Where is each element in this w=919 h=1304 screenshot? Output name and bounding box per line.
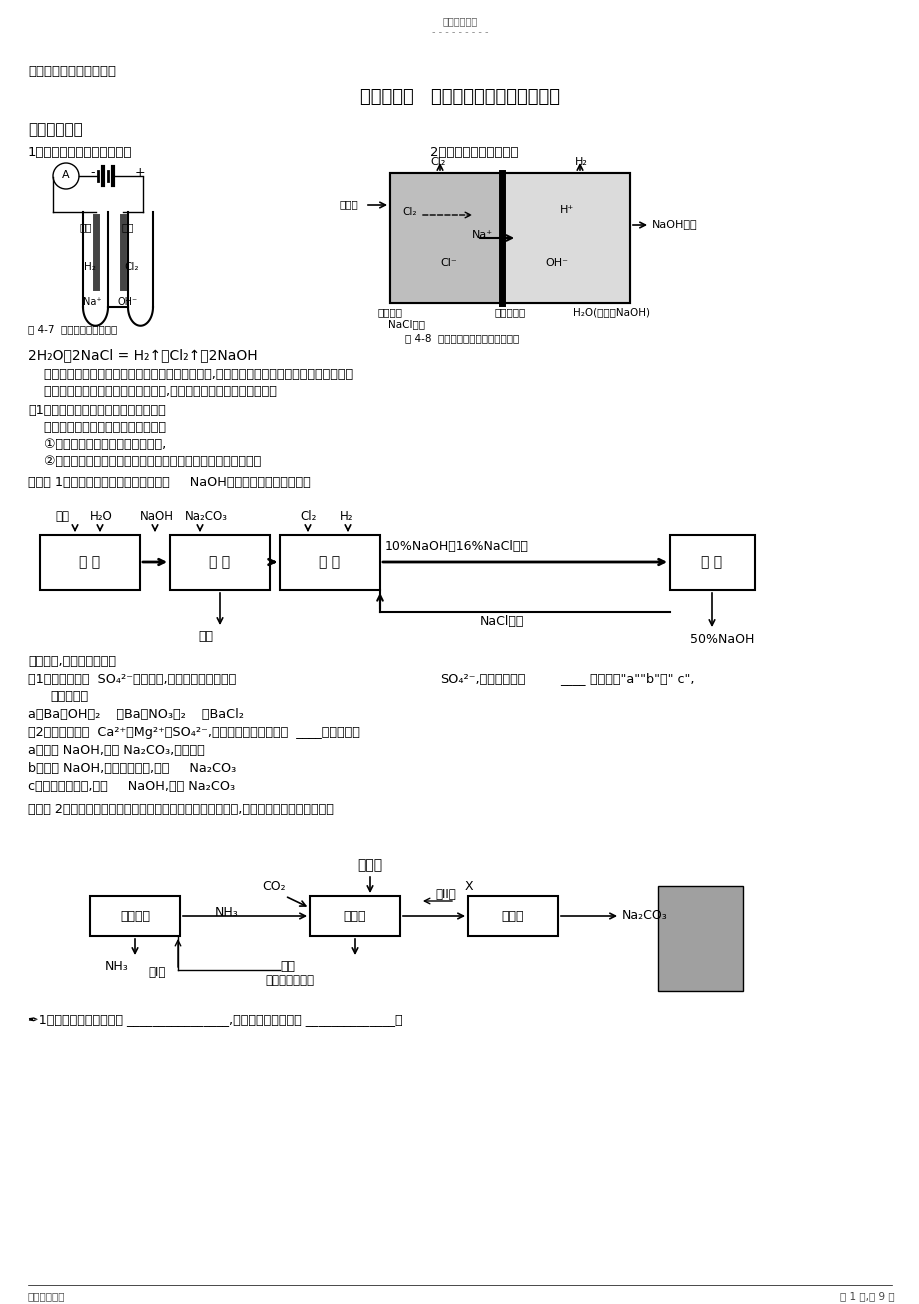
Text: 多项扣分〕: 多项扣分〕 bbox=[50, 690, 88, 703]
Text: H₂: H₂ bbox=[574, 156, 587, 167]
Text: ［例题 1］某氯碱厂电解饱和食盐水制取     NaOH的工艺流程示意图如下：: ［例题 1］某氯碱厂电解饱和食盐水制取 NaOH的工艺流程示意图如下： bbox=[28, 476, 311, 489]
Text: NH₃: NH₃ bbox=[105, 960, 129, 973]
Bar bbox=[502, 173, 630, 303]
Text: 离子交换膜: 离子交换膜 bbox=[494, 306, 526, 317]
Text: 一、氯碱工业: 一、氯碱工业 bbox=[28, 123, 83, 137]
Text: 沉渣: 沉渣 bbox=[198, 630, 213, 643]
Text: （提取副产品）: （提取副产品） bbox=[265, 974, 313, 987]
Text: H₂O: H₂O bbox=[90, 510, 113, 523]
Text: 2、离子交换膜法制烧碱: 2、离子交换膜法制烧碱 bbox=[429, 146, 518, 159]
Text: a．Ba〄OH々₂    ．Ba〄NO₃々₂    ．BaCl₂: a．Ba〄OH々₂ ．Ba〄NO₃々₂ ．BaCl₂ bbox=[28, 708, 244, 721]
Text: a．先加 NaOH,后加 Na₂CO₃,再加钒剂: a．先加 NaOH,后加 Na₂CO₃,再加钒剂 bbox=[28, 745, 205, 758]
Text: ［例题 2］我国化学侯德榜（下图）改革国外的纯碱生产工艺,生产流程可简要表示如下：: ［例题 2］我国化学侯德榜（下图）改革国外的纯碱生产工艺,生产流程可简要表示如下… bbox=[28, 803, 334, 816]
Text: Cl₂: Cl₂ bbox=[402, 207, 416, 216]
Text: ②防止氯气与氯氧化钓反应生成次氯酸钓影响氯氧化钓的产量；: ②防止氯气与氯氧化钓反应生成次氯酸钓影响氯氧化钓的产量； bbox=[28, 455, 261, 468]
Text: 10%NaOH、16%NaCl溶液: 10%NaOH、16%NaCl溶液 bbox=[384, 540, 528, 553]
Text: X: X bbox=[464, 880, 473, 893]
Text: CO₂: CO₂ bbox=[262, 880, 285, 893]
Text: 精选学习资料: 精选学习资料 bbox=[442, 16, 477, 26]
Text: 图 4-8  离子交换膜法电解原理示意图: 图 4-8 离子交换膜法电解原理示意图 bbox=[404, 333, 518, 343]
Text: 《高中化学复习与提高》: 《高中化学复习与提高》 bbox=[28, 65, 116, 78]
Text: ✒1上述生产纯碱的方法称 ________________,副产品的一种用途为 ______________；: ✒1上述生产纯碱的方法称 ________________,副产品的一种用途为 … bbox=[28, 1013, 403, 1026]
Text: Na⁺: Na⁺ bbox=[471, 230, 493, 240]
Text: NaCl晶体: NaCl晶体 bbox=[480, 615, 524, 629]
Bar bbox=[669, 535, 754, 589]
Bar bbox=[390, 173, 630, 303]
Text: ；〔选填"a""b"或" c",: ；〔选填"a""b"或" c", bbox=[589, 673, 694, 686]
Text: 食盐水: 食盐水 bbox=[357, 858, 382, 872]
Text: 阳极: 阳极 bbox=[122, 222, 134, 232]
Text: c．先加钒剂试剂,后加     NaOH,再加 Na₂CO₃: c．先加钒剂试剂,后加 NaOH,再加 Na₂CO₃ bbox=[28, 780, 235, 793]
Bar bbox=[390, 173, 630, 303]
Text: 阴极: 阴极 bbox=[80, 222, 93, 232]
Text: NaOH: NaOH bbox=[140, 510, 174, 523]
Text: A: A bbox=[62, 170, 70, 180]
Text: 精制饱和: 精制饱和 bbox=[378, 306, 403, 317]
Text: Na₂CO₃: Na₂CO₃ bbox=[185, 510, 228, 523]
Text: 循II环: 循II环 bbox=[435, 888, 455, 901]
Text: 2H₂O＋2NaCl = H₂↑＋Cl₂↑＋2NaOH: 2H₂O＋2NaCl = H₂↑＋Cl₂↑＋2NaOH bbox=[28, 348, 257, 363]
Text: 名师归纳总结: 名师归纳总结 bbox=[28, 1291, 65, 1301]
Text: Cl₂: Cl₂ bbox=[124, 262, 139, 273]
Text: 循I环: 循I环 bbox=[148, 966, 165, 979]
Text: NaOH溶液: NaOH溶液 bbox=[652, 219, 697, 230]
Text: 50%NaOH: 50%NaOH bbox=[689, 632, 754, 645]
Bar bbox=[468, 896, 558, 936]
Text: 化 盐: 化 盐 bbox=[79, 556, 100, 569]
Text: 专题二十七   氯碱、硫酸、理酸三大工业: 专题二十七 氯碱、硫酸、理酸三大工业 bbox=[359, 87, 560, 106]
Text: b．先加 NaOH,后加钒剂试剂,再加     Na₂CO₃: b．先加 NaOH,后加钒剂试剂,再加 Na₂CO₃ bbox=[28, 762, 236, 775]
Text: H₂: H₂ bbox=[84, 262, 96, 273]
Bar bbox=[657, 885, 743, 991]
Text: NaCl溶液: NaCl溶液 bbox=[388, 319, 425, 329]
Text: ①防止氯气和氢气混合而引起爆炸,: ①防止氯气和氢气混合而引起爆炸, bbox=[28, 438, 166, 451]
Text: 阳离子交换膜：只答应阳离子通过；: 阳离子交换膜：只答应阳离子通过； bbox=[28, 421, 165, 434]
Text: Cl₂: Cl₂ bbox=[429, 156, 445, 167]
Text: 沉淠池: 沉淠池 bbox=[344, 909, 366, 922]
Bar bbox=[90, 896, 180, 936]
Text: 锻烧炉: 锻烧炉 bbox=[501, 909, 524, 922]
Text: （1）生产设备名称：离子交换膜电解槽: （1）生产设备名称：离子交换膜电解槽 bbox=[28, 404, 165, 417]
Text: 电解食盐水得到的氯氧化钓是一种重要的化工原料,也是工业生产中最常用碱；电解食盐水得: 电解食盐水得到的氯氧化钓是一种重要的化工原料,也是工业生产中最常用碱；电解食盐水… bbox=[28, 368, 353, 381]
Bar bbox=[40, 535, 140, 589]
Text: 精 制: 精 制 bbox=[210, 556, 231, 569]
Text: （2）为有效除去  Ca²⁺、Mg²⁺、SO₄²⁻,加入试剂的合理次序为  ____；〄同上々: （2）为有效除去 Ca²⁺、Mg²⁺、SO₄²⁻,加入试剂的合理次序为 ____… bbox=[28, 726, 359, 739]
Bar bbox=[310, 896, 400, 936]
Text: 依据上图,完成以下填空：: 依据上图,完成以下填空： bbox=[28, 655, 116, 668]
Text: 1、电解饱和食盐水反应原理: 1、电解饱和食盐水反应原理 bbox=[28, 146, 132, 159]
Text: H⁺: H⁺ bbox=[560, 205, 573, 215]
Text: - - - - - - - - -: - - - - - - - - - bbox=[431, 27, 488, 37]
Text: 第 1 页,共 9 页: 第 1 页,共 9 页 bbox=[839, 1291, 893, 1301]
Text: H₂O(含少量NaOH): H₂O(含少量NaOH) bbox=[573, 306, 650, 317]
Text: -: - bbox=[90, 166, 95, 179]
Bar bbox=[170, 535, 269, 589]
Text: （1）假如粗盐中  SO₄²⁻含量较高,必需添加钒剂来除去: （1）假如粗盐中 SO₄²⁻含量较高,必需添加钒剂来除去 bbox=[28, 673, 236, 686]
Text: +: + bbox=[135, 166, 145, 179]
Text: Na⁺: Na⁺ bbox=[83, 297, 101, 306]
Bar bbox=[279, 535, 380, 589]
Text: NH₃: NH₃ bbox=[215, 906, 239, 919]
Text: OH⁻: OH⁻ bbox=[118, 297, 138, 306]
Text: 母液: 母液 bbox=[279, 960, 295, 973]
Bar bbox=[390, 173, 503, 303]
Text: Cl₂: Cl₂ bbox=[300, 510, 316, 523]
Text: SO₄²⁻,该钒剂可以是: SO₄²⁻,该钒剂可以是 bbox=[439, 673, 525, 686]
Text: 合成氨厂: 合成氨厂 bbox=[119, 909, 150, 922]
Text: Cl⁻: Cl⁻ bbox=[439, 258, 456, 269]
Text: ____: ____ bbox=[560, 673, 584, 686]
Text: 到的氢气可用于与氯气反应生产盐酸,也可用于有机合成、金属冶炼；: 到的氢气可用于与氯气反应生产盐酸,也可用于有机合成、金属冶炼； bbox=[28, 385, 277, 398]
Text: 电 解: 电 解 bbox=[319, 556, 340, 569]
Text: 粗盐: 粗盐 bbox=[55, 510, 69, 523]
Text: Na₂CO₃: Na₂CO₃ bbox=[621, 909, 667, 922]
Text: 脱 盐: 脱 盐 bbox=[700, 556, 721, 569]
Text: H₂: H₂ bbox=[340, 510, 353, 523]
Text: 淡盐水: 淡盐水 bbox=[340, 200, 358, 209]
Text: OH⁻: OH⁻ bbox=[544, 258, 567, 269]
Text: 图 4-7  电解饱和食盐水实验: 图 4-7 电解饱和食盐水实验 bbox=[28, 323, 117, 334]
